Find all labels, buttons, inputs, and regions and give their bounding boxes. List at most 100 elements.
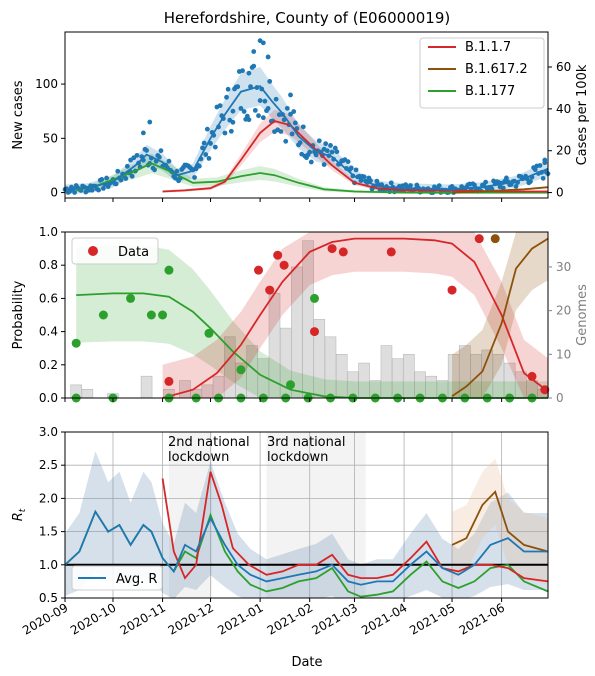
genome-right-label: 20 [556, 304, 571, 318]
b1177-cases-line [76, 162, 548, 194]
case-point [172, 175, 178, 181]
case-point [230, 108, 236, 114]
x-tick-label: 2021-05 [407, 600, 457, 637]
case-point [260, 40, 266, 46]
case-point [140, 130, 146, 136]
case-point [297, 140, 303, 146]
prob-point [146, 310, 156, 320]
case-point [206, 156, 212, 161]
genome-right-label: 10 [556, 347, 571, 361]
prob-axes-frame [64, 231, 549, 399]
prob-point [98, 310, 108, 320]
case-point [388, 180, 394, 186]
legend-label: B.1.1.7 [465, 40, 511, 55]
rt-legend-box [71, 565, 163, 591]
case-point [212, 144, 218, 150]
case-point [124, 163, 130, 169]
case-point [72, 190, 77, 195]
x-tick-label: 2020-09 [20, 600, 70, 637]
case-point [147, 119, 153, 125]
cases-y-title: New cases [11, 80, 26, 149]
case-point [284, 105, 290, 111]
case-point [265, 54, 271, 60]
cases-right-title: Cases per 100k [575, 64, 590, 165]
prob-point [309, 293, 319, 303]
case-point [265, 106, 271, 111]
b1177-prob-band [76, 245, 548, 398]
case-point [291, 109, 297, 114]
prob-point [540, 385, 550, 395]
case-point [152, 167, 157, 173]
case-point [323, 141, 329, 147]
case-point [224, 94, 229, 100]
case-point [532, 167, 538, 173]
prob-y-title: Probability [11, 280, 26, 349]
case-point [313, 152, 319, 158]
case-point [540, 175, 546, 181]
b16172-prob-line [451, 237, 549, 398]
case-point [348, 165, 354, 171]
lockdown-annotation: 3rd national [267, 435, 345, 450]
case-point [228, 128, 234, 134]
genome-bar [140, 375, 153, 399]
rt-avg-line [65, 509, 548, 586]
case-point [542, 157, 548, 163]
prob-point [474, 234, 484, 244]
case-point [256, 113, 261, 119]
x-tick-label: 2020-10 [68, 600, 118, 637]
cases-axes-frame [64, 31, 549, 199]
case-point [134, 152, 140, 158]
case-point [500, 185, 506, 191]
lockdown-annotation: 2nd national [168, 435, 250, 450]
genome-right-title: Genomes [575, 284, 590, 346]
prob-point [338, 247, 348, 257]
x-tick-label: 2020-11 [118, 600, 168, 637]
rt-axes-frame [64, 431, 549, 599]
prob-y-label: 0.8 [39, 258, 58, 272]
prob-point [164, 376, 174, 386]
case-point [292, 120, 298, 126]
b16172-cases-line [451, 186, 549, 194]
x-tick-label: 2021-02 [265, 600, 315, 637]
case-point [104, 175, 109, 181]
case-point [246, 70, 252, 76]
case-point [345, 159, 351, 165]
case-point [288, 111, 293, 117]
case-point [96, 187, 101, 193]
case-point [251, 63, 257, 69]
rt-y-label: 3.0 [39, 425, 58, 439]
case-point [235, 84, 241, 90]
legend-label: Data [118, 245, 149, 260]
b117-cases-line [162, 120, 548, 193]
case-point [332, 145, 338, 151]
prob-point [265, 285, 275, 295]
case-point [361, 174, 367, 180]
prob-legend-box [71, 237, 159, 265]
genome-bar [81, 389, 94, 399]
prob-y-label: 1.0 [39, 225, 58, 239]
case-point [123, 176, 129, 181]
case-point [158, 148, 164, 154]
rt-y-label: 0.5 [39, 591, 58, 605]
case-point [225, 86, 231, 92]
case-point [182, 163, 188, 168]
rt-y-label: 1.0 [39, 558, 58, 572]
rt-y-label: 1.5 [39, 525, 58, 539]
case-point [113, 181, 119, 187]
cases-right-label: 60 [556, 60, 571, 74]
case-point [308, 159, 314, 165]
prob-y-label: 0.6 [39, 291, 58, 305]
case-point [436, 183, 442, 189]
rt-y-title: Rt [11, 508, 28, 521]
case-point [204, 126, 210, 132]
case-point [203, 152, 209, 157]
prob-y-label: 0.4 [39, 325, 58, 339]
legend-swatch [88, 246, 98, 256]
prob-point [527, 371, 537, 381]
case-point [289, 131, 295, 137]
case-point [192, 175, 197, 180]
case-point [174, 168, 180, 174]
prob-point [236, 365, 246, 375]
case-point [196, 163, 202, 169]
